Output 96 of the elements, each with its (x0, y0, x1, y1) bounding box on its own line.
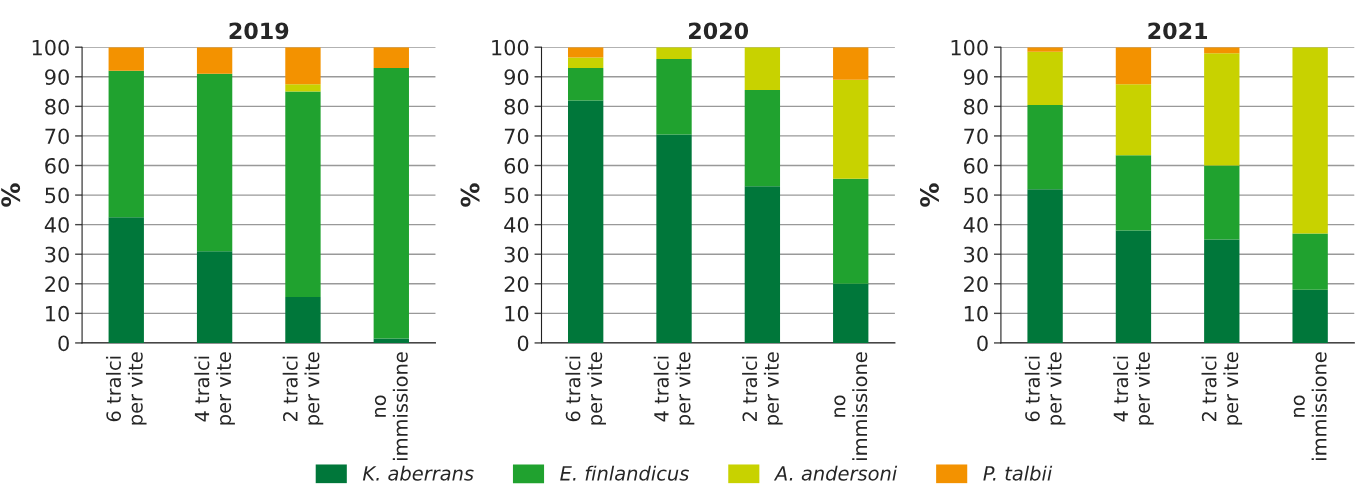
bar (1204, 239, 1240, 343)
bar (833, 79, 869, 179)
legend-label: P. talbii (983, 465, 1053, 481)
bar (373, 338, 409, 343)
x-tick-label: 6 tralci per vite (565, 352, 606, 425)
x-tick-label: 4 tralci per vite (194, 352, 235, 425)
y-tick-label: 80 (504, 98, 529, 115)
y-tick-label: 20 (504, 276, 529, 292)
x-tick-label: 4 tralci per vite (653, 352, 695, 425)
x-tick-label: 2 tralci per vite (742, 352, 783, 425)
bar (196, 47, 233, 74)
bar (1292, 233, 1328, 290)
bar (285, 91, 321, 298)
bar (1292, 289, 1328, 343)
y-tick-label: 60 (504, 157, 529, 174)
bar (656, 134, 692, 343)
bar (833, 47, 869, 80)
y-tick-label: 50 (45, 187, 69, 204)
y-tick-label: 80 (964, 98, 988, 115)
bar (1204, 53, 1240, 166)
bar (744, 186, 781, 343)
bar (744, 90, 781, 187)
y-tick-label: 10 (46, 305, 69, 322)
y-tick-label: 0 (58, 335, 69, 352)
bar (285, 84, 321, 92)
y-tick-label: 40 (504, 217, 529, 233)
y-tick-label: 90 (504, 69, 529, 85)
x-tick-label: 2 tralci per vite (1201, 352, 1243, 425)
x-tick-label: no immissione (834, 352, 868, 460)
bar (1115, 84, 1152, 156)
bar (285, 297, 321, 343)
bar (108, 47, 144, 71)
bar (373, 67, 409, 339)
y-tick-label: 100 (951, 39, 988, 56)
y-tick-label: 30 (504, 246, 529, 263)
x-tick-label: 6 tralci per vite (105, 352, 147, 425)
x-tick-label: 6 tralci per vite (1024, 352, 1066, 425)
y-tick-label: 90 (45, 69, 69, 85)
y-tick-label: 100 (492, 39, 529, 56)
y-tick-label: 50 (504, 187, 529, 204)
y-tick-label: 30 (45, 246, 69, 263)
bar (568, 100, 604, 343)
bar (1027, 104, 1063, 190)
chart-title: 2020 (689, 22, 749, 40)
bar (1115, 230, 1152, 343)
bar (833, 178, 869, 284)
y-tick-label: 10 (964, 305, 988, 322)
bar (285, 47, 321, 85)
y-tick-label: 40 (44, 217, 69, 233)
y-tick-label: 40 (963, 217, 988, 233)
y-tick-label: 100 (32, 39, 69, 56)
y-tick-label: 70 (45, 128, 69, 145)
bar (108, 217, 144, 343)
bar (196, 73, 233, 252)
bar (656, 59, 692, 135)
x-tick-label: 2 tralci per vite (282, 352, 324, 425)
y-tick-label: 10 (505, 305, 529, 322)
y-tick-label: 20 (964, 276, 988, 292)
bar (196, 251, 233, 343)
y-axis-title: % (1, 183, 21, 207)
x-tick-label: no immissione (374, 352, 408, 460)
y-tick-label: 70 (504, 128, 529, 145)
y-axis-title: % (920, 183, 939, 207)
legend-label: A. andersoni (773, 465, 898, 481)
bar (568, 57, 604, 68)
y-tick-label: 60 (964, 157, 988, 174)
y-tick-label: 20 (45, 276, 69, 292)
y-axis-title: % (460, 183, 480, 207)
bar (108, 70, 144, 218)
x-tick-label: no immissione (1293, 352, 1327, 460)
bar (1292, 47, 1328, 234)
bar (1115, 47, 1152, 85)
chart-title: 2019 (229, 22, 289, 40)
bar (833, 283, 869, 343)
bar (373, 47, 409, 68)
bar (1115, 155, 1152, 231)
x-tick-label: 4 tralci per vite (1113, 352, 1154, 425)
bar (656, 47, 692, 60)
bar (744, 47, 781, 91)
y-tick-label: 0 (977, 335, 988, 352)
chart-title: 2021 (1148, 22, 1208, 40)
legend-label: E. finlandicus (560, 465, 689, 481)
y-tick-label: 60 (45, 157, 69, 174)
y-tick-label: 80 (45, 98, 69, 115)
y-tick-label: 50 (964, 187, 988, 204)
y-tick-label: 90 (963, 69, 988, 85)
y-tick-label: 30 (964, 246, 988, 263)
bar (1027, 51, 1063, 105)
y-tick-label: 0 (517, 335, 529, 352)
y-tick-label: 70 (964, 128, 988, 145)
bar (1204, 165, 1240, 240)
bar (1027, 189, 1063, 343)
bar (568, 67, 604, 101)
legend-label: K. aberrans (362, 465, 474, 481)
bar (1027, 47, 1063, 52)
bar (568, 47, 604, 58)
